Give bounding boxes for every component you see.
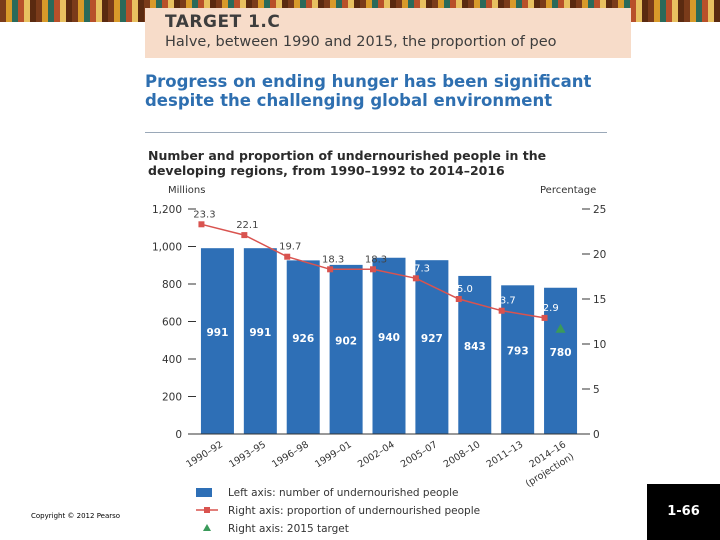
proportion-point [498, 307, 505, 314]
proportion-label: 15.0 [451, 284, 473, 295]
bar [372, 257, 406, 434]
right-axis-title: Percentage [540, 185, 596, 196]
proportion-label: 13.7 [494, 296, 516, 307]
legend-target-label: Right axis: 2015 target [228, 523, 349, 535]
slide-panel: TARGET 1.C Halve, between 1990 and 2015,… [137, 0, 631, 540]
bar [243, 248, 277, 434]
proportion-point [327, 266, 334, 273]
legend-line-label: Right axis: proportion of undernourished… [228, 505, 480, 517]
bar [200, 248, 234, 434]
proportion-label: 22.1 [236, 220, 258, 231]
bar-value-label: 843 [464, 341, 486, 353]
bar-value-label: 940 [378, 332, 400, 344]
bar [458, 275, 492, 434]
proportion-label: 17.3 [408, 263, 430, 274]
left-tick-label: 1,000 [152, 242, 182, 254]
category-label: 1993–95 [227, 439, 268, 470]
proportion-point [241, 232, 248, 239]
legend-target-swatch [203, 524, 211, 531]
target-box: TARGET 1.C Halve, between 1990 and 2015,… [145, 8, 631, 58]
bar-value-label: 780 [550, 347, 572, 359]
bar [501, 285, 535, 434]
slide-number: 1-66 [647, 484, 720, 540]
right-tick-label: 10 [593, 339, 606, 351]
left-tick-label: 600 [162, 317, 182, 329]
left-tick-label: 1,200 [152, 204, 182, 216]
bar-value-label: 991 [206, 327, 228, 339]
legend-line-point [204, 507, 210, 513]
right-tick-label: 20 [593, 249, 606, 261]
proportion-label: 23.3 [193, 209, 215, 220]
divider [145, 132, 607, 133]
chart-title: Number and proportion of undernourished … [148, 148, 547, 178]
category-label: 1996–98 [270, 439, 311, 470]
bar [415, 260, 449, 434]
category-label: 2008–10 [442, 439, 483, 470]
target-text: Halve, between 1990 and 2015, the propor… [165, 34, 557, 50]
category-label: 1990–92 [184, 439, 225, 470]
bar [544, 287, 578, 434]
category-label: 1999–01 [313, 439, 354, 470]
right-tick-label: 5 [593, 384, 600, 396]
legend-bar-label: Left axis: number of undernourished peop… [228, 487, 459, 499]
bar-value-label: 927 [421, 333, 443, 345]
target-title: TARGET 1.C [165, 12, 281, 32]
right-tick-label: 25 [593, 204, 606, 216]
proportion-point [370, 266, 376, 273]
proportion-point [455, 296, 462, 302]
proportion-point [284, 253, 291, 260]
proportion-label: 12.9 [536, 303, 558, 314]
bar-value-label: 991 [249, 327, 271, 339]
copyright: Copyright © 2012 Pearso [31, 512, 121, 520]
left-axis-title: Millions [168, 185, 205, 196]
proportion-point [541, 314, 548, 321]
bar-value-label: 926 [292, 333, 314, 345]
bar-value-label: 793 [507, 346, 529, 358]
category-label: 2011–13 [485, 439, 526, 470]
proportion-label: 19.7 [279, 242, 301, 253]
right-tick-label: 0 [593, 429, 600, 441]
category-label: 2002–04 [356, 439, 397, 470]
right-tick-label: 15 [593, 294, 606, 306]
target-marker [555, 323, 566, 333]
left-tick-label: 800 [162, 279, 182, 291]
legend-bar-swatch [196, 488, 212, 497]
left-tick-label: 400 [162, 354, 182, 366]
proportion-point [198, 221, 205, 228]
proportion-label: 18.3 [365, 254, 387, 265]
headline: Progress on ending hunger has been signi… [145, 72, 592, 110]
left-tick-label: 200 [162, 392, 182, 404]
bar [286, 260, 320, 434]
category-label: 2005–07 [399, 439, 440, 470]
proportion-point [412, 275, 419, 282]
bar-value-label: 902 [335, 335, 357, 347]
proportion-label: 18.3 [322, 254, 344, 265]
left-tick-label: 0 [175, 429, 182, 441]
bar [329, 264, 363, 434]
